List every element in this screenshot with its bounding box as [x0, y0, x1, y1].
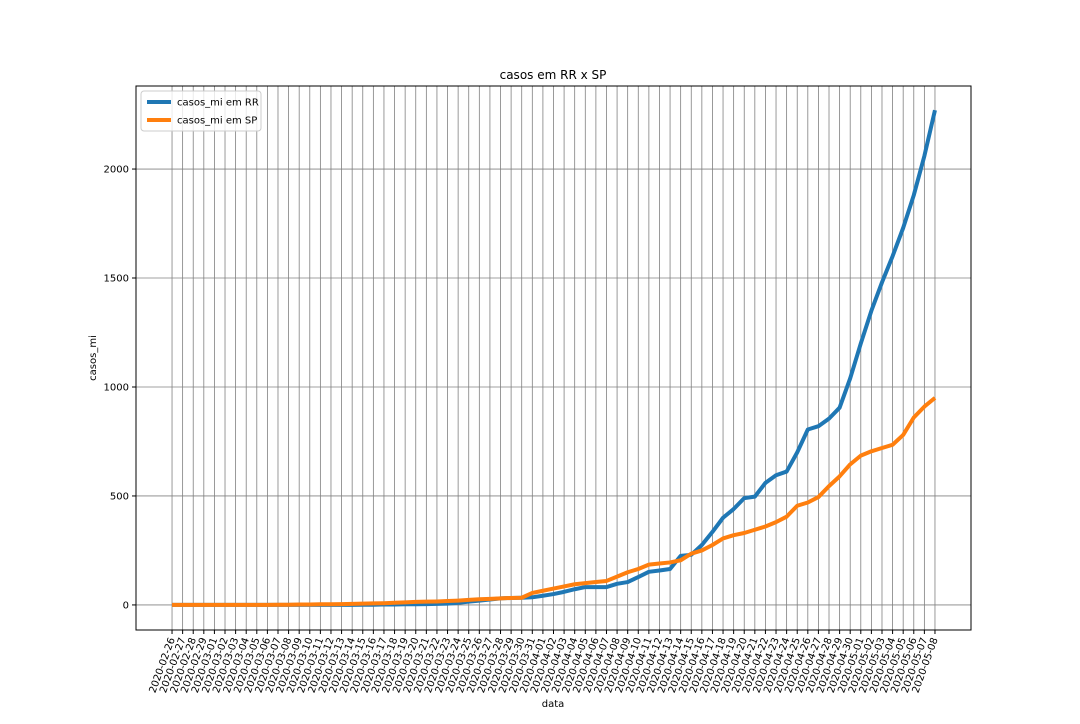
y-tick-label: 0	[123, 600, 129, 611]
legend-label: casos_mi em SP	[177, 116, 257, 127]
y-tick-label: 2000	[104, 165, 129, 176]
chart-title: casos em RR x SP	[500, 68, 607, 82]
y-tick-label: 1000	[104, 382, 129, 393]
plot-frame	[135, 85, 972, 631]
legend-label: casos_mi em RR	[177, 98, 259, 109]
x-axis-label: data	[542, 699, 565, 710]
data-line	[172, 396, 937, 607]
y-tick-label: 1500	[104, 274, 129, 285]
y-axis-label: casos_mi	[88, 335, 99, 381]
y-tick-label: 500	[110, 491, 129, 502]
